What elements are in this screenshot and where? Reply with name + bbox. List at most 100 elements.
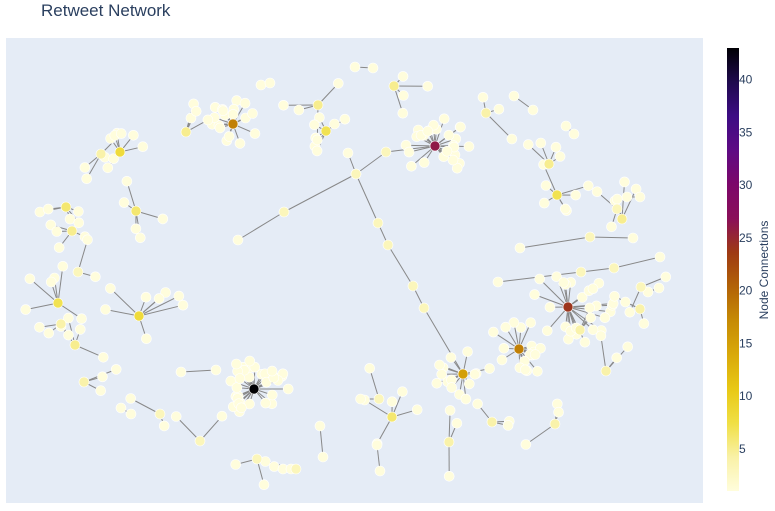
leaf-node[interactable] xyxy=(488,326,499,338)
leaf-node[interactable] xyxy=(329,118,340,130)
leaf-node[interactable] xyxy=(244,355,255,367)
leaf-node[interactable] xyxy=(634,191,646,203)
leaf-node[interactable] xyxy=(551,271,562,283)
leaf-node[interactable] xyxy=(309,119,320,131)
bridge-node[interactable] xyxy=(278,206,290,218)
leaf-node[interactable] xyxy=(108,153,119,164)
leaf-node[interactable] xyxy=(293,104,305,116)
small-hub-node[interactable] xyxy=(600,365,612,377)
leaf-node[interactable] xyxy=(73,217,85,229)
leaf-node[interactable] xyxy=(591,186,603,197)
hub-node[interactable] xyxy=(320,125,332,137)
leaf-node[interactable] xyxy=(153,293,165,304)
leaf-node[interactable] xyxy=(278,100,289,111)
leaf-node[interactable] xyxy=(397,386,408,398)
leaf-node[interactable] xyxy=(43,327,55,339)
small-hub-node[interactable] xyxy=(480,107,492,119)
leaf-node[interactable] xyxy=(532,365,543,377)
leaf-node[interactable] xyxy=(595,330,607,342)
small-hub-node[interactable] xyxy=(312,99,324,111)
leaf-node[interactable] xyxy=(568,128,580,140)
hub-node[interactable] xyxy=(513,343,525,355)
small-hub-node[interactable] xyxy=(373,393,385,405)
leaf-node[interactable] xyxy=(455,121,466,133)
small-hub-node[interactable] xyxy=(154,408,166,420)
leaf-node[interactable] xyxy=(621,191,633,203)
leaf-node[interactable] xyxy=(559,203,571,215)
hub-node[interactable] xyxy=(562,301,574,313)
leaf-node[interactable] xyxy=(230,459,241,470)
leaf-node[interactable] xyxy=(102,162,114,174)
leaf-node[interactable] xyxy=(130,223,142,235)
leaf-node[interactable] xyxy=(190,106,202,117)
small-hub-node[interactable] xyxy=(194,435,206,447)
leaf-node[interactable] xyxy=(587,283,599,295)
leaf-node[interactable] xyxy=(266,365,278,377)
leaf-node[interactable] xyxy=(236,402,247,414)
leaf-node[interactable] xyxy=(660,271,672,283)
leaf-node[interactable] xyxy=(422,125,434,137)
leaf-node[interactable] xyxy=(214,122,226,134)
leaf-node[interactable] xyxy=(443,129,455,141)
leaf-node[interactable] xyxy=(24,273,36,285)
bridge-node[interactable] xyxy=(608,262,620,274)
leaf-node[interactable] xyxy=(444,405,456,416)
leaf-node[interactable] xyxy=(76,313,87,325)
leaf-node[interactable] xyxy=(79,162,91,173)
leaf-node[interactable] xyxy=(638,318,650,329)
leaf-node[interactable] xyxy=(397,71,409,82)
leaf-node[interactable] xyxy=(446,382,458,393)
leaf-node[interactable] xyxy=(121,176,133,187)
leaf-node[interactable] xyxy=(249,128,261,139)
leaf-node[interactable] xyxy=(622,341,634,353)
small-hub-node[interactable] xyxy=(72,266,84,278)
leaf-node[interactable] xyxy=(63,329,74,341)
leaf-node[interactable] xyxy=(367,62,379,74)
bridge-node[interactable] xyxy=(342,147,354,159)
small-hub-node[interactable] xyxy=(388,80,400,92)
leaf-node[interactable] xyxy=(441,146,453,157)
small-hub-node[interactable] xyxy=(290,463,302,475)
leaf-node[interactable] xyxy=(105,283,116,294)
leaf-node[interactable] xyxy=(472,398,483,410)
leaf-node[interactable] xyxy=(438,113,450,125)
leaf-node[interactable] xyxy=(374,465,386,477)
small-hub-node[interactable] xyxy=(66,225,78,237)
leaf-node[interactable] xyxy=(20,304,32,315)
leaf-node[interactable] xyxy=(210,364,222,376)
leaf-node[interactable] xyxy=(317,451,329,463)
leaf-node[interactable] xyxy=(42,203,54,215)
small-hub-node[interactable] xyxy=(543,158,555,170)
hub-node[interactable] xyxy=(114,146,126,158)
leaf-node[interactable] xyxy=(460,393,472,405)
leaf-node[interactable] xyxy=(541,325,553,337)
leaf-node[interactable] xyxy=(527,104,539,116)
leaf-node[interactable] xyxy=(469,368,481,380)
leaf-node[interactable] xyxy=(371,439,383,451)
leaf-node[interactable] xyxy=(653,282,665,294)
bridge-node[interactable] xyxy=(584,231,596,243)
leaf-node[interactable] xyxy=(496,354,508,366)
leaf-node[interactable] xyxy=(75,324,86,335)
leaf-node[interactable] xyxy=(560,120,572,132)
bridge-node[interactable] xyxy=(627,232,639,244)
leaf-node[interactable] xyxy=(118,197,130,208)
leaf-node[interactable] xyxy=(599,312,611,324)
hub-node[interactable] xyxy=(457,368,469,380)
leaf-node[interactable] xyxy=(570,189,582,201)
leaf-node[interactable] xyxy=(422,81,434,92)
leaf-node[interactable] xyxy=(258,479,270,491)
leaf-node[interactable] xyxy=(311,145,323,157)
leaf-node[interactable] xyxy=(443,470,455,482)
leaf-node[interactable] xyxy=(398,90,409,101)
hub-node[interactable] xyxy=(248,383,260,395)
small-hub-node[interactable] xyxy=(60,201,72,213)
leaf-node[interactable] xyxy=(98,351,109,363)
leaf-node[interactable] xyxy=(125,408,137,420)
leaf-node[interactable] xyxy=(63,312,74,324)
leaf-node[interactable] xyxy=(397,107,409,119)
leaf-node[interactable] xyxy=(554,151,566,162)
small-hub-node[interactable] xyxy=(386,411,398,423)
leaf-node[interactable] xyxy=(534,273,546,285)
leaf-node[interactable] xyxy=(332,78,344,89)
